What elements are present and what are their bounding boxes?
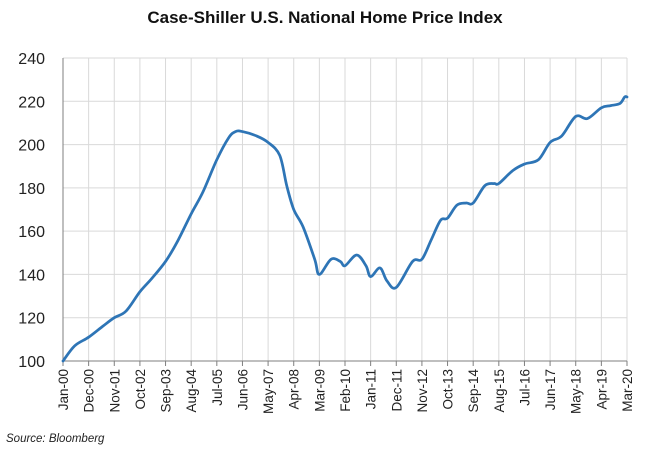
- data-point: [430, 239, 432, 241]
- x-tick-label: Apr-08: [287, 369, 302, 410]
- data-point: [609, 104, 611, 106]
- x-tick-label: Sep-03: [159, 369, 174, 413]
- data-point: [125, 310, 127, 312]
- gridlines: [62, 57, 628, 361]
- data-point: [619, 102, 621, 104]
- data-point: [330, 258, 332, 260]
- x-tick-label: Dec-11: [389, 369, 404, 412]
- data-point: [465, 202, 467, 204]
- y-tick-label: 220: [18, 94, 45, 111]
- series-line: [61, 95, 629, 363]
- x-tick-label: Feb-10: [338, 369, 353, 412]
- data-point: [369, 275, 371, 277]
- data-point: [456, 204, 458, 206]
- data-point: [498, 182, 500, 184]
- axes: [62, 58, 628, 366]
- data-point: [623, 96, 625, 98]
- data-point: [439, 219, 441, 221]
- data-point: [241, 130, 243, 132]
- x-tick-label: May-18: [569, 369, 584, 414]
- data-point: [446, 217, 448, 219]
- data-point: [549, 141, 551, 143]
- data-point: [234, 130, 236, 132]
- data-point: [73, 345, 75, 347]
- x-tick-label: Jun-17: [543, 369, 558, 410]
- x-tick-label: Mar-20: [620, 369, 635, 412]
- y-tick-label: 120: [18, 311, 45, 328]
- x-tick-label: Nov-01: [107, 369, 122, 413]
- x-tick-label: Oct-02: [133, 369, 148, 410]
- x-tick-label: Nov-12: [415, 369, 430, 413]
- data-point: [365, 265, 367, 267]
- data-point: [472, 202, 474, 204]
- data-point: [523, 163, 525, 165]
- data-point: [113, 317, 115, 319]
- data-point: [344, 265, 346, 267]
- data-point: [255, 135, 257, 137]
- x-tick-label: Jul-05: [210, 369, 225, 406]
- x-tick-label: Jan-11: [364, 369, 379, 409]
- data-point: [202, 191, 204, 193]
- data-point: [216, 159, 218, 161]
- data-point: [190, 213, 192, 215]
- data-point: [62, 360, 64, 362]
- data-point: [279, 154, 281, 156]
- data-point: [339, 260, 341, 262]
- data-point: [314, 258, 316, 260]
- data-point: [411, 260, 413, 262]
- data-point: [386, 280, 388, 282]
- data-point: [493, 182, 495, 184]
- x-tick-label: Oct-13: [441, 369, 456, 410]
- series-layer: [61, 95, 629, 363]
- data-point: [267, 141, 269, 143]
- x-tick-label: Jan-00: [56, 369, 71, 410]
- data-point: [286, 184, 288, 186]
- data-point: [150, 278, 152, 280]
- x-tick-label: Mar-09: [312, 369, 327, 412]
- y-tick-label: 240: [18, 51, 45, 68]
- data-point: [379, 267, 381, 269]
- data-point: [302, 226, 304, 228]
- data-point: [395, 286, 397, 288]
- x-tick-label: Sep-14: [466, 369, 481, 413]
- y-tick-label: 140: [18, 267, 45, 284]
- y-tick-label: 160: [18, 224, 45, 241]
- data-point: [101, 325, 103, 327]
- data-point: [139, 291, 141, 293]
- y-tick-label: 100: [18, 354, 45, 371]
- data-point: [318, 273, 320, 275]
- x-tick-label: Dec-00: [82, 369, 97, 413]
- x-tick-label: Apr-19: [594, 369, 609, 410]
- data-point: [484, 184, 486, 186]
- data-point: [586, 117, 588, 119]
- data-point: [600, 107, 602, 109]
- data-point: [537, 159, 539, 161]
- data-point: [293, 208, 295, 210]
- data-point: [512, 169, 514, 171]
- source-note: Source: Bloomberg: [6, 433, 105, 445]
- y-tick-label: 200: [18, 138, 45, 155]
- x-tick-label: Jun-06: [235, 369, 250, 410]
- x-axis-ticks: Jan-00 Dec-00 Nov-01 Oct-02 Sep-03 Aug-04 Jul-…: [56, 369, 635, 414]
- y-axis-ticks: 100 120 140 160 180 200 220 240: [18, 51, 45, 371]
- data-point: [227, 137, 229, 139]
- data-point: [575, 115, 577, 117]
- data-point: [626, 96, 628, 98]
- data-point: [355, 254, 357, 256]
- x-tick-label: May-07: [261, 369, 276, 414]
- data-point: [421, 258, 423, 260]
- chart-title: Case-Shiller U.S. National Home Price In…: [147, 8, 503, 27]
- x-tick-label: Aug-15: [492, 369, 507, 413]
- data-point: [176, 241, 178, 243]
- x-tick-label: Jul-16: [517, 369, 532, 406]
- data-point: [87, 336, 89, 338]
- x-tick-label: Aug-04: [184, 369, 199, 413]
- data-point: [561, 135, 563, 137]
- y-tick-label: 180: [18, 181, 45, 198]
- data-point: [164, 260, 166, 262]
